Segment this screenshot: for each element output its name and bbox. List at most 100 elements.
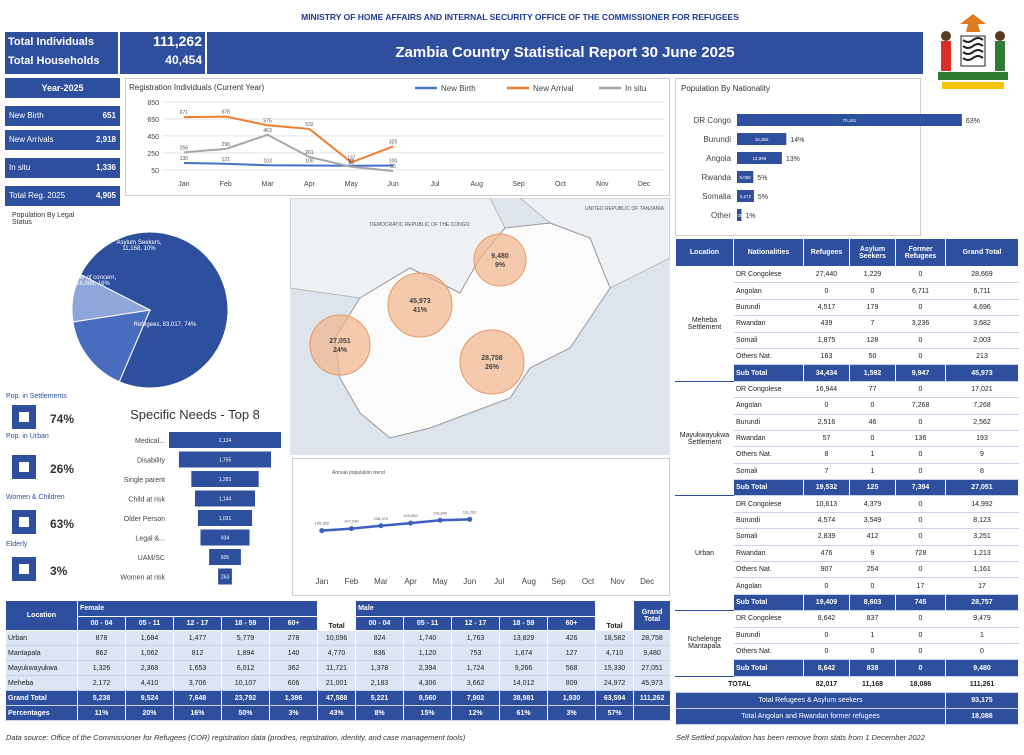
totals-box: [5, 32, 205, 74]
bubble-label: 9,480: [491, 253, 509, 260]
cell: 7,268: [945, 397, 1019, 415]
summary-row: Grand Total 5,238 9,524 7,648 23,792 1,386 47,…: [5, 690, 672, 706]
label: New Birth: [9, 111, 44, 120]
location-cell: Mantapala: [5, 645, 78, 661]
category-label: Legal &...: [135, 536, 165, 543]
value-label: 1,383: [734, 213, 746, 218]
cell: 878: [77, 630, 126, 646]
cell: Burundi: [733, 413, 804, 431]
header-cell: Female: [76, 600, 319, 617]
cell: 140: [268, 645, 319, 661]
cell: 426: [547, 630, 597, 646]
cell: 11,168: [849, 675, 896, 693]
value: 40,454: [165, 53, 202, 67]
year-label: Year-2025: [5, 78, 120, 98]
x-tick-label: Aug: [471, 181, 484, 188]
data-label: 103: [263, 158, 272, 164]
total-row: TOTAL 82,017 11,168 18,086 111,261: [675, 675, 1019, 693]
value-label: 605: [221, 555, 230, 561]
icon-glyph: [19, 564, 29, 574]
data-label: 532: [305, 122, 314, 128]
cell: 4,379: [849, 495, 896, 513]
header-cell: Location: [5, 600, 78, 631]
cell: 0: [849, 397, 896, 415]
cell: 3,706: [173, 675, 222, 691]
category-label: Older Person: [124, 516, 165, 523]
data-label: 107,230: [344, 519, 359, 524]
data-row: Burundi 2,516 46 0 2,562: [676, 413, 1019, 431]
kpi-label: Elderly: [6, 541, 28, 548]
ministry-title: MINISTRY OF HOME AFFAIRS AND INTERNAL SE…: [301, 12, 739, 22]
cell: 4,710: [595, 645, 635, 661]
value-label: 5,088: [740, 175, 752, 180]
cell: 0: [803, 642, 850, 661]
percent-label: 63%: [966, 118, 980, 125]
age-header: 12 - 17: [173, 616, 222, 631]
value: 4,905: [95, 191, 116, 200]
location-cell: Nchelenge Mantapala: [675, 610, 734, 677]
cell: 4,517: [803, 298, 850, 317]
source-note: Data source: Office of the Commissioner …: [6, 733, 466, 742]
funnel-bar: [209, 549, 241, 565]
cell: 15%: [403, 705, 453, 721]
report-title: Zambia Country Statistical Report 30 Jun…: [207, 32, 923, 74]
header-cell: Former Refugees: [895, 238, 946, 267]
registration-item: In situ 1,336: [5, 158, 120, 178]
bubble-label: 27,051: [329, 338, 351, 345]
cell: 0: [945, 642, 1019, 661]
point: [467, 516, 473, 522]
cell: Rwandan: [733, 544, 804, 563]
data-label: 121: [222, 157, 231, 163]
header-cell: Grand Total: [633, 600, 672, 631]
cell: 0: [895, 495, 946, 513]
x-tick-label: Jan: [315, 577, 328, 586]
glyph: [19, 564, 29, 574]
cell: 1,326: [77, 660, 126, 676]
cell: 10,096: [317, 630, 357, 646]
data-row: Angolan 0 0 7,268 7,268: [676, 397, 1019, 415]
registration-item: New Birth 651: [5, 106, 120, 126]
cell: 9: [849, 544, 896, 563]
cell: 476: [803, 544, 850, 563]
cell: 1,592: [849, 364, 896, 382]
cell: 50: [849, 347, 896, 366]
cell: 0: [895, 659, 946, 677]
cell: Somali: [733, 331, 804, 349]
data-label: 106,350: [315, 521, 330, 526]
series-line: [183, 161, 394, 167]
cell: Rwandan: [733, 429, 804, 448]
cell: 1,930: [547, 690, 597, 706]
data-label: 100: [389, 159, 398, 165]
cell: 17: [945, 577, 1019, 595]
bubble: [309, 314, 371, 376]
label: In situ: [9, 163, 31, 172]
category-label: Single parent: [124, 477, 165, 484]
cell: 2,394: [403, 660, 453, 676]
kpi-icon: [12, 405, 36, 429]
cell: 10,613: [803, 495, 850, 513]
subtotal-row: Sub Total 8,642 838 0 9,480: [676, 659, 1019, 677]
cell: 82,017: [803, 675, 850, 693]
funnel-bar: [194, 490, 256, 507]
subtotal-row: Sub Total 34,434 1,592 9,947 45,973: [676, 364, 1019, 382]
cell: 4,574: [803, 511, 850, 530]
x-tick-label: Dec: [640, 577, 654, 586]
cell: 1,120: [403, 645, 453, 661]
icon-glyph: [19, 412, 29, 422]
cell: 16,944: [803, 380, 850, 399]
cell: 38,981: [499, 690, 549, 706]
point: [378, 523, 384, 529]
category-label: Women at risk: [120, 575, 165, 582]
cell: 34,434: [803, 364, 850, 382]
cell: 9,479: [945, 610, 1019, 628]
cell: 1,213: [945, 544, 1019, 563]
point: [348, 526, 354, 532]
cell: 179: [849, 298, 896, 317]
cell: 838: [849, 659, 896, 677]
cell: 0: [895, 265, 946, 284]
label: Total Reg. 2025: [9, 191, 66, 200]
cell: 0: [849, 429, 896, 448]
label: Total Individuals: [8, 36, 94, 48]
cell: Somali: [733, 462, 804, 481]
cell: 7: [849, 315, 896, 333]
